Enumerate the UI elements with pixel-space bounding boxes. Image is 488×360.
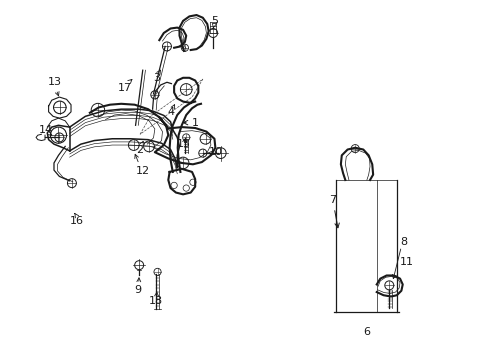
Text: 10: 10	[209, 147, 223, 157]
Text: 9: 9	[134, 285, 142, 295]
Text: 12: 12	[135, 166, 149, 176]
Text: 16: 16	[70, 216, 84, 226]
Text: 15: 15	[177, 139, 191, 149]
Text: 11: 11	[399, 257, 413, 267]
Text: 2: 2	[136, 144, 143, 154]
Text: 6: 6	[363, 327, 369, 337]
Text: 5: 5	[210, 16, 218, 26]
Text: 17: 17	[118, 83, 132, 93]
Text: 3: 3	[152, 73, 160, 83]
Text: 7: 7	[328, 195, 339, 228]
Text: 4: 4	[167, 107, 175, 117]
Text: 14: 14	[39, 125, 53, 135]
Text: 13: 13	[48, 77, 62, 87]
Text: 1: 1	[183, 118, 198, 128]
Text: 8: 8	[399, 237, 407, 247]
Text: 18: 18	[149, 296, 163, 306]
